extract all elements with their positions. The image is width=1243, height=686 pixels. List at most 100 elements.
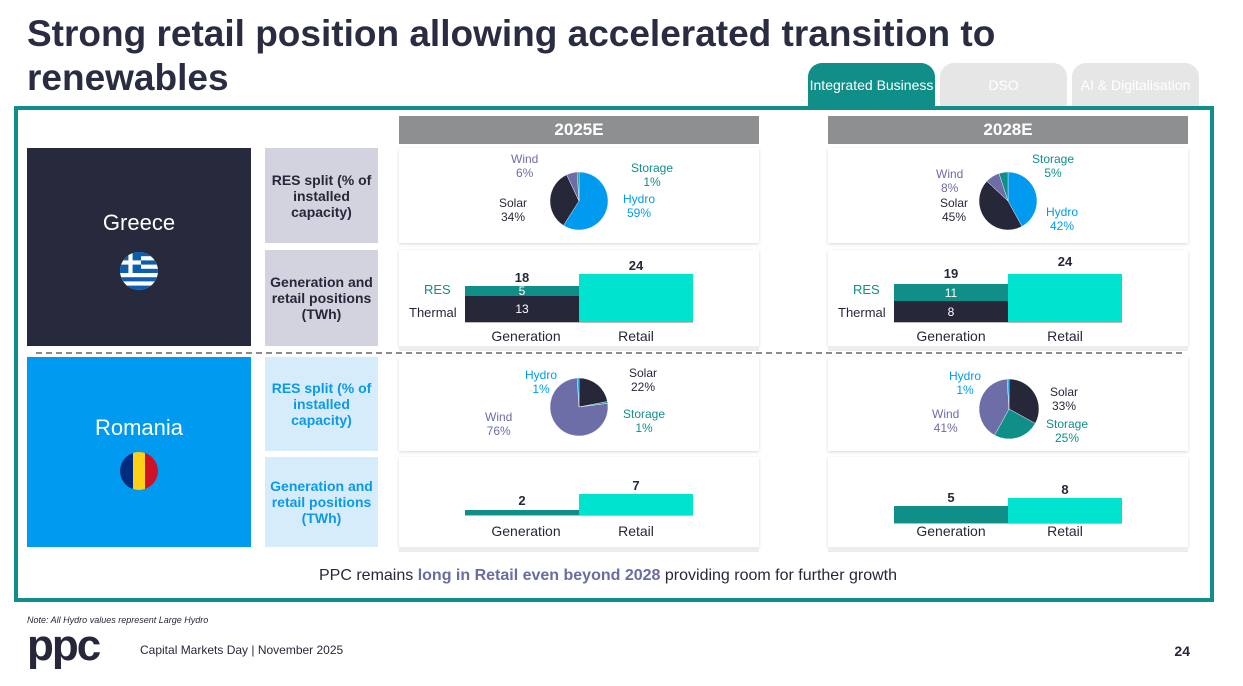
gr28-gen-total: 19 (943, 266, 959, 281)
ro28-wind-label: Wind 41% (932, 407, 960, 435)
gr25-thermal-value: 13 (515, 302, 529, 316)
tab-dso[interactable]: DSO (940, 63, 1067, 107)
ro25-retail-total: 7 (632, 478, 640, 493)
gr25-generation-tick: Generation (491, 328, 561, 344)
ro25-wind-label: Wind 76% (485, 410, 513, 438)
romania-name: Romania (94, 415, 184, 440)
ro25-gen-total: 2 (518, 493, 526, 508)
romania-box: Romania (27, 357, 251, 547)
greece-name: Greece (102, 210, 176, 235)
ro25-gen-bar (465, 510, 579, 515)
ro25-retail-bar (579, 494, 693, 515)
pie-slice-wind (978, 378, 1010, 436)
pie-slice-storage (994, 408, 1036, 440)
footnote: Note: All Hydro values represent Large H… (27, 615, 209, 625)
greece-2025-pie-slices (549, 171, 609, 231)
gr25-retail-tick: Retail (618, 328, 654, 344)
ro28-generation-tick: Generation (916, 523, 986, 539)
gr25-hydro-label: Hydro 59% (623, 192, 656, 220)
country-separator (36, 352, 1182, 354)
greece-2025-pie-panel: Wind 6% Storage 1% Solar 34% Hydro 59% (399, 148, 759, 243)
ro25-bar-strip (399, 547, 759, 552)
ro25-solar-label: Solar 22% (629, 366, 658, 394)
ro28-solar-label: Solar 33% (1050, 385, 1079, 413)
romania-2025-pie-slices (549, 377, 609, 437)
tab-integrated-business[interactable]: Integrated Business (808, 63, 935, 107)
pie-slice-wind (549, 377, 609, 437)
ro28-retail-tick: Retail (1047, 523, 1083, 539)
ro28-bar-strip (828, 547, 1188, 552)
gr25-res-bar (465, 286, 579, 296)
gr28-res-value: 11 (944, 286, 958, 300)
ro28-hydro-label: Hydro 1% (949, 369, 982, 397)
pie-slice-hydro (563, 171, 609, 231)
gr28-thermal-legend: Thermal (838, 305, 886, 320)
bottom-statement: PPC remains long in Retail even beyond 2… (27, 556, 1189, 595)
ro25-retail-tick: Retail (618, 523, 654, 539)
ppc-logo: ppc (27, 621, 101, 670)
gr25-thermal-bar (465, 296, 579, 322)
gr28-thermal-bar (894, 301, 1008, 322)
ro28-retail-total: 8 (1061, 482, 1069, 497)
pie-slice-solar (978, 180, 1023, 231)
greece-2028-bar-panel: RES Thermal 11 8 19 24 Generation Retail (828, 250, 1188, 346)
ro28-gen-total: 5 (947, 490, 955, 505)
pie-slice-storage (576, 171, 580, 202)
gr28-thermal-value: 8 (947, 305, 955, 319)
romania-2025-pie (549, 377, 609, 437)
content-frame (14, 106, 1214, 602)
ro28-axis (894, 523, 1122, 524)
gr25-res-legend: RES (424, 282, 451, 297)
gr28-generation-tick: Generation (916, 328, 986, 344)
greece-2025-bar-panel: RES Thermal 5 13 18 24 Generation Retail (399, 250, 759, 346)
page-number: 24 (1174, 643, 1190, 659)
greece-2028-pie-slices (978, 171, 1038, 231)
gr28-hydro-label: Hydro 42% (1046, 205, 1079, 233)
gr25-wind-label: Wind 6% (511, 152, 539, 180)
gr28-wind-label: Wind 8% (936, 167, 964, 195)
greece-generation-label: Generation and retail positions (TWh) (265, 250, 378, 346)
gr28-retail-total: 24 (1057, 254, 1073, 269)
tab-ai-digitalisation[interactable]: AI & Digitalisation (1072, 63, 1199, 107)
ro25-generation-tick: Generation (491, 523, 561, 539)
event-label: Capital Markets Day | November 2025 (140, 643, 344, 657)
page-title: Strong retail position allowing accelera… (27, 13, 996, 98)
greece-res-split-label: RES split (% of installed capacity) (265, 148, 378, 243)
gr25-retail-bar (579, 274, 693, 322)
greece-flag-icon (120, 252, 158, 290)
ro28-gen-bar (894, 506, 1008, 523)
statement-highlight: long in Retail even beyond 2028 (417, 567, 661, 584)
ro28-retail-bar (1008, 498, 1122, 523)
ro25-storage-label: Storage 1% (623, 407, 666, 435)
gr28-storage-label: Storage 5% (1032, 152, 1075, 180)
romania-2025-bar-panel: 2 7 Generation Retail (399, 457, 759, 547)
gr25-storage-label: Storage 1% (631, 161, 674, 189)
gr25-retail-total: 24 (628, 258, 644, 273)
gr25-axis (465, 322, 693, 323)
romania-flag-icon (120, 452, 158, 490)
column-header-2025: 2025E (399, 116, 759, 144)
ro25-hydro-label: Hydro 1% (525, 368, 558, 396)
romania-2025-pie-panel: Hydro 1% Solar 22% Wind 76% Storage 1% (399, 357, 759, 451)
gr25-gen-total: 18 (514, 270, 530, 285)
gr28-res-bar (894, 284, 1008, 301)
ro28-storage-label: Storage 25% (1046, 417, 1089, 445)
romania-generation-label: Generation and retail positions (TWh) (265, 457, 378, 547)
pie-slice-hydro (1006, 378, 1010, 410)
gr28-bar-strip (828, 346, 1188, 351)
romania-2028-pie-slices (978, 378, 1040, 440)
pie-slice-hydro (576, 377, 580, 408)
column-header-2028: 2028E (828, 116, 1188, 144)
romania-2028-bar-panel: 5 8 Generation Retail (828, 457, 1188, 547)
gr25-bar-strip (399, 346, 759, 351)
gr28-retail-tick: Retail (1047, 328, 1083, 344)
romania-2028-pie-panel: Hydro 1% Solar 33% Wind 41% Storage 25% (828, 357, 1188, 451)
pie-slice-solar (549, 174, 580, 226)
greece-2028-pie (978, 171, 1038, 231)
romania-res-split-label: RES split (% of installed capacity) (265, 357, 378, 451)
statement-pre: PPC remains (319, 567, 418, 584)
gr25-solar-label: Solar 34% (499, 196, 528, 224)
ro25-axis (465, 515, 693, 516)
gr25-thermal-legend: Thermal (409, 305, 457, 320)
statement-post: providing room for further growth (660, 567, 897, 584)
